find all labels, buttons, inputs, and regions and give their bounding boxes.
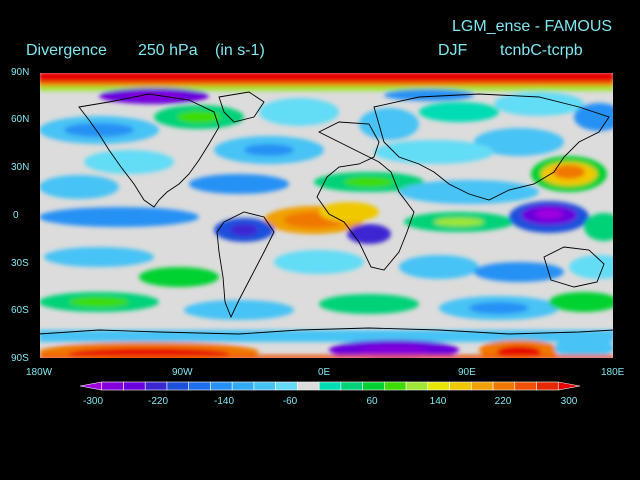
lat-label-30n: 30N bbox=[11, 162, 30, 173]
colorbar: -300 -220 -140 -60 60 140 220 300 bbox=[79, 381, 581, 407]
antarctica-coast bbox=[39, 327, 614, 335]
europe-africa-coast bbox=[316, 121, 415, 271]
colorbar-label: -220 bbox=[148, 396, 168, 407]
south-america-coast bbox=[216, 211, 275, 319]
north-polar-orange-band bbox=[39, 82, 614, 88]
colorbar-label: 60 bbox=[366, 396, 378, 407]
title-units: (in s-1) bbox=[215, 42, 265, 59]
title-level: 250 hPa bbox=[138, 42, 198, 59]
lon-label-180e: 180E bbox=[601, 367, 625, 378]
lat-label-60n: 60N bbox=[11, 114, 30, 125]
divergence-map bbox=[39, 72, 614, 359]
colorbar-cell bbox=[471, 381, 494, 391]
greenland-coast bbox=[218, 91, 265, 123]
title-variable: Divergence bbox=[26, 42, 107, 59]
colorbar-cell bbox=[536, 381, 559, 391]
colorbar-cell bbox=[123, 381, 146, 391]
lat-label-eq: 0 bbox=[13, 210, 19, 221]
title-season: DJF bbox=[438, 42, 468, 59]
colorbar-cell bbox=[318, 381, 342, 391]
lat-label-90s: 90S bbox=[11, 353, 29, 364]
colorbar-label: -140 bbox=[214, 396, 234, 407]
north-polar-red-band bbox=[39, 72, 614, 84]
colorbar-cell bbox=[275, 381, 298, 391]
north-america-coast bbox=[78, 93, 220, 208]
asia-coast bbox=[373, 93, 610, 201]
lon-label-180w: 180W bbox=[26, 367, 53, 378]
colorbar-label: -60 bbox=[283, 396, 298, 407]
colorbar-cell bbox=[144, 381, 168, 391]
colorbar-cell bbox=[492, 381, 516, 391]
colorbar-cell bbox=[79, 381, 103, 391]
colorbar-label: 140 bbox=[430, 396, 447, 407]
map-border bbox=[39, 72, 614, 359]
lon-label-90w: 90W bbox=[172, 367, 193, 378]
colorbar-cell bbox=[210, 381, 233, 391]
australia-coast bbox=[543, 246, 605, 288]
lon-label-90e: 90E bbox=[458, 367, 476, 378]
colorbar-cell bbox=[340, 381, 363, 391]
lon-label-0e: 0E bbox=[318, 367, 331, 378]
lat-label-60s: 60S bbox=[11, 305, 29, 316]
title-comparison: tcnbC-tcrpb bbox=[500, 42, 583, 59]
colorbar-cell bbox=[166, 381, 189, 391]
colorbar-cell bbox=[231, 381, 255, 391]
colorbar-cell bbox=[514, 381, 537, 391]
colorbar-cell bbox=[101, 381, 124, 391]
colorbar-cell bbox=[188, 381, 211, 391]
colorbar-cell bbox=[557, 381, 581, 391]
colorbar-cell bbox=[405, 381, 429, 391]
lat-label-30s: 30S bbox=[11, 258, 29, 269]
coastlines bbox=[39, 91, 614, 335]
colorbar-cell bbox=[362, 381, 385, 391]
title-experiment: LGM_ense - FAMOUS bbox=[452, 18, 613, 35]
colorbar-cell bbox=[297, 381, 320, 391]
colorbar-label: 300 bbox=[561, 396, 578, 407]
colorbar-cell bbox=[427, 381, 450, 391]
colorbar-label: -300 bbox=[83, 396, 103, 407]
colorbar-label: 220 bbox=[495, 396, 512, 407]
colorbar-cell bbox=[253, 381, 276, 391]
lat-label-90n: 90N bbox=[11, 67, 30, 78]
colorbar-cell bbox=[449, 381, 472, 391]
colorbar-cell bbox=[384, 381, 407, 391]
